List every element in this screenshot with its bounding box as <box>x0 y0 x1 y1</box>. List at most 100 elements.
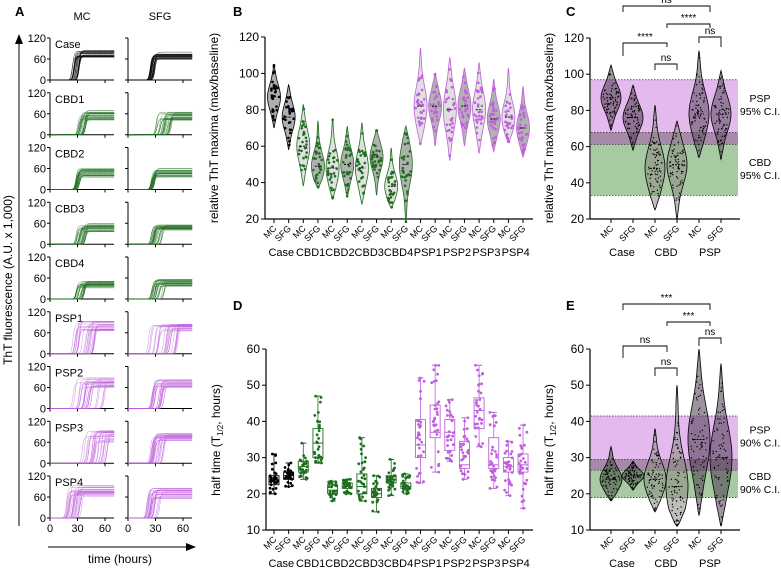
ht-curve <box>50 324 115 355</box>
data-point <box>330 173 333 176</box>
significance-label: ns <box>661 0 672 6</box>
data-point <box>490 452 493 456</box>
data-point <box>275 105 278 108</box>
data-point <box>336 159 339 162</box>
data-point <box>476 103 480 106</box>
data-point <box>654 170 656 173</box>
data-point <box>495 485 499 489</box>
data-point <box>420 100 423 104</box>
data-point <box>675 176 678 178</box>
data-point <box>613 482 615 484</box>
data-point <box>614 483 617 486</box>
data-point <box>611 495 613 497</box>
data-point <box>419 142 422 145</box>
data-point <box>282 117 285 121</box>
data-point <box>719 500 721 502</box>
data-point <box>447 109 450 113</box>
data-point <box>473 101 477 104</box>
data-point <box>389 493 393 496</box>
data-point <box>719 505 722 507</box>
data-point <box>504 104 508 108</box>
data-point <box>360 452 363 456</box>
data-point <box>648 482 650 484</box>
panel-label-c: C <box>566 4 576 19</box>
data-point <box>290 484 294 488</box>
data-point <box>611 87 613 90</box>
data-point <box>437 464 440 468</box>
data-point <box>357 180 361 183</box>
data-point <box>683 471 685 473</box>
data-point <box>633 105 635 108</box>
ht-curve <box>128 325 193 355</box>
data-point <box>315 176 318 180</box>
data-point <box>656 189 659 191</box>
data-point <box>330 485 333 489</box>
data-point <box>330 186 333 190</box>
data-point <box>491 144 495 147</box>
data-point <box>450 85 454 89</box>
data-point <box>505 491 508 494</box>
y-tick-label: 120 <box>564 31 584 45</box>
y-tick-label: 60 <box>246 139 260 153</box>
data-point <box>344 140 348 143</box>
data-point <box>508 102 512 105</box>
data-point <box>419 110 423 114</box>
y-tick-label: 60 <box>34 437 46 449</box>
data-point <box>420 121 424 125</box>
data-point <box>317 146 321 149</box>
data-point <box>331 490 335 493</box>
box <box>488 437 500 469</box>
data-point <box>691 109 693 111</box>
data-point <box>726 476 729 478</box>
y-axis-label-part: half time (T <box>209 435 223 496</box>
data-point <box>305 462 308 465</box>
data-point <box>676 519 679 522</box>
data-point <box>315 173 319 176</box>
data-point <box>624 478 627 480</box>
data-point <box>518 433 522 437</box>
data-point <box>655 126 657 129</box>
data-point <box>633 473 635 475</box>
data-point <box>376 175 380 179</box>
data-point <box>677 523 679 526</box>
data-point <box>712 452 714 455</box>
data-point <box>605 92 607 95</box>
data-point <box>447 398 451 402</box>
data-point <box>493 414 497 417</box>
data-point <box>479 95 482 98</box>
data-point <box>651 459 653 461</box>
data-point <box>508 93 512 96</box>
data-point <box>701 429 704 431</box>
data-point <box>463 419 467 423</box>
data-point <box>348 170 352 174</box>
data-point <box>723 417 725 419</box>
data-point <box>625 473 627 475</box>
data-point <box>672 167 674 169</box>
data-point <box>420 117 423 121</box>
data-point <box>416 436 419 440</box>
ht-curve <box>128 176 193 190</box>
data-point <box>507 482 511 486</box>
data-point <box>349 177 352 180</box>
data-point <box>475 401 478 405</box>
data-point <box>674 460 676 463</box>
data-point <box>318 167 322 170</box>
significance-bracket <box>622 5 711 12</box>
data-point <box>632 484 635 486</box>
data-point <box>431 420 435 423</box>
ht-curve <box>50 226 115 245</box>
data-point <box>391 481 395 484</box>
ht-curve <box>50 56 115 81</box>
data-point <box>630 477 633 479</box>
data-point <box>602 476 604 478</box>
x-group-label: Case <box>609 247 635 259</box>
data-point <box>681 179 683 182</box>
data-point <box>613 488 615 490</box>
data-point <box>697 110 699 112</box>
data-point <box>726 116 729 119</box>
data-point <box>670 156 672 158</box>
ht-curve <box>50 494 115 519</box>
ht-curve <box>128 57 193 81</box>
data-point <box>462 435 466 439</box>
